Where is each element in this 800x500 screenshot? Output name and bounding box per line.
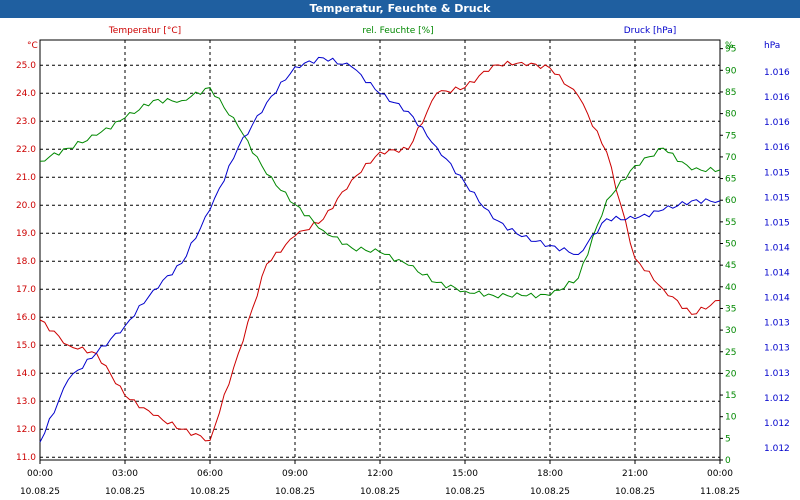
grid-lines <box>39 40 723 464</box>
chart-title: Temperatur, Feuchte & Druck <box>0 0 800 18</box>
series-group <box>39 56 721 443</box>
y-right1-tick-label: 0 <box>725 456 731 466</box>
y-right1-tick-label: 95 <box>725 45 736 55</box>
x-tick-label-time: 18:00 <box>537 469 563 479</box>
y-right2-tick-label: 1.013 <box>764 319 790 329</box>
axis-title-humidity: rel. Feuchte [%] <box>362 26 433 36</box>
x-tick-label-date: 11.08.25 <box>700 487 740 497</box>
y-right2-tick-label: 1.012 <box>764 444 790 454</box>
axis-labels: 00:00 10.08.25 03:00 10.08.25 06:00 10.08.25 0… <box>16 26 790 497</box>
y-right2-unit: hPa <box>764 41 780 51</box>
x-tick-label-time: 12:00 <box>367 469 393 479</box>
x-tick-label-date: 10.08.25 <box>190 487 230 497</box>
y-right1-tick-label: 20 <box>725 369 737 379</box>
x-tick-label-time: 09:00 <box>282 469 308 479</box>
y-left-tick-label: 21.0 <box>16 173 36 183</box>
y-left-tick-label: 22.0 <box>16 145 36 155</box>
y-right1-tick-label: 40 <box>725 283 737 293</box>
axis-title-temperature: Temperatur [°C] <box>108 26 181 36</box>
x-tick-label-time: 21:00 <box>622 469 648 479</box>
y-left-tick-label: 20.0 <box>16 201 36 211</box>
y-left-tick-label: 14.0 <box>16 369 36 379</box>
x-tick-label-date: 10.08.25 <box>105 487 145 497</box>
series-line-right2 <box>39 56 721 443</box>
y-right2-tick-label: 1.016 <box>764 118 790 128</box>
y-right1-tick-label: 10 <box>725 413 737 423</box>
y-right1-tick-label: 35 <box>725 304 736 314</box>
y-right1-tick-label: 25 <box>725 348 736 358</box>
x-tick-label-time: 15:00 <box>452 469 478 479</box>
y-right2-tick-label: 1.014 <box>764 269 790 279</box>
y-right2-tick-label: 1.014 <box>764 243 790 253</box>
x-tick-label-time: 03:00 <box>112 469 138 479</box>
y-right1-tick-label: 50 <box>725 240 737 250</box>
x-tick-label-time: 00:00 <box>707 469 733 479</box>
y-right1-tick-label: 5 <box>725 434 731 444</box>
y-left-tick-label: 23.0 <box>16 117 36 127</box>
y-right2-tick-label: 1.015 <box>764 218 790 228</box>
x-tick-label-date: 10.08.25 <box>275 487 315 497</box>
y-right1-tick-label: 30 <box>725 326 737 336</box>
y-left-tick-label: 16.0 <box>16 313 36 323</box>
y-left-tick-label: 25.0 <box>16 61 36 71</box>
y-right2-tick-label: 1.014 <box>764 294 790 304</box>
y-left-tick-label: 12.0 <box>16 425 36 435</box>
y-right2-tick-label: 1.013 <box>764 369 790 379</box>
y-right1-tick-label: 65 <box>725 175 736 185</box>
y-right2-tick-label: 1.012 <box>764 394 790 404</box>
y-left-unit: °C <box>27 41 38 51</box>
x-tick-label-date: 10.08.25 <box>615 487 655 497</box>
y-right1-tick-label: 15 <box>725 391 736 401</box>
y-right2-tick-label: 1.015 <box>764 168 790 178</box>
x-tick-label-date: 10.08.25 <box>530 487 570 497</box>
y-right2-tick-label: 1.016 <box>764 93 790 103</box>
y-left-tick-label: 24.0 <box>16 89 36 99</box>
y-right2-tick-label: 1.016 <box>764 143 790 153</box>
y-left-tick-label: 13.0 <box>16 397 36 407</box>
y-right1-tick-label: 85 <box>725 88 736 98</box>
x-tick-label-date: 10.08.25 <box>20 487 60 497</box>
series-line-left <box>39 60 721 442</box>
x-tick-label-time: 06:00 <box>197 469 223 479</box>
y-right1-tick-label: 55 <box>725 218 736 228</box>
y-right1-tick-label: 75 <box>725 131 736 141</box>
y-right1-tick-label: 90 <box>725 66 737 76</box>
y-right1-tick-label: 70 <box>725 153 737 163</box>
y-left-tick-label: 19.0 <box>16 229 36 239</box>
y-left-tick-label: 18.0 <box>16 257 36 267</box>
y-right1-unit: % <box>725 41 734 51</box>
y-left-tick-label: 11.0 <box>16 453 36 463</box>
y-right2-tick-label: 1.013 <box>764 344 790 354</box>
y-right2-tick-label: 1.012 <box>764 419 790 429</box>
y-right1-tick-label: 80 <box>725 110 737 120</box>
plot-area-border <box>39 39 721 461</box>
y-left-tick-label: 17.0 <box>16 285 36 295</box>
y-right2-tick-label: 1.016 <box>764 68 790 78</box>
axis-title-pressure: Druck [hPa] <box>624 26 677 36</box>
y-left-tick-label: 15.0 <box>16 341 36 351</box>
y-right1-tick-label: 45 <box>725 261 736 271</box>
x-tick-label-time: 00:00 <box>27 469 53 479</box>
series-line-right1 <box>39 87 721 299</box>
x-tick-label-date: 10.08.25 <box>445 487 485 497</box>
y-right1-tick-label: 60 <box>725 196 737 206</box>
x-tick-label-date: 10.08.25 <box>360 487 400 497</box>
y-right2-tick-label: 1.015 <box>764 193 790 203</box>
